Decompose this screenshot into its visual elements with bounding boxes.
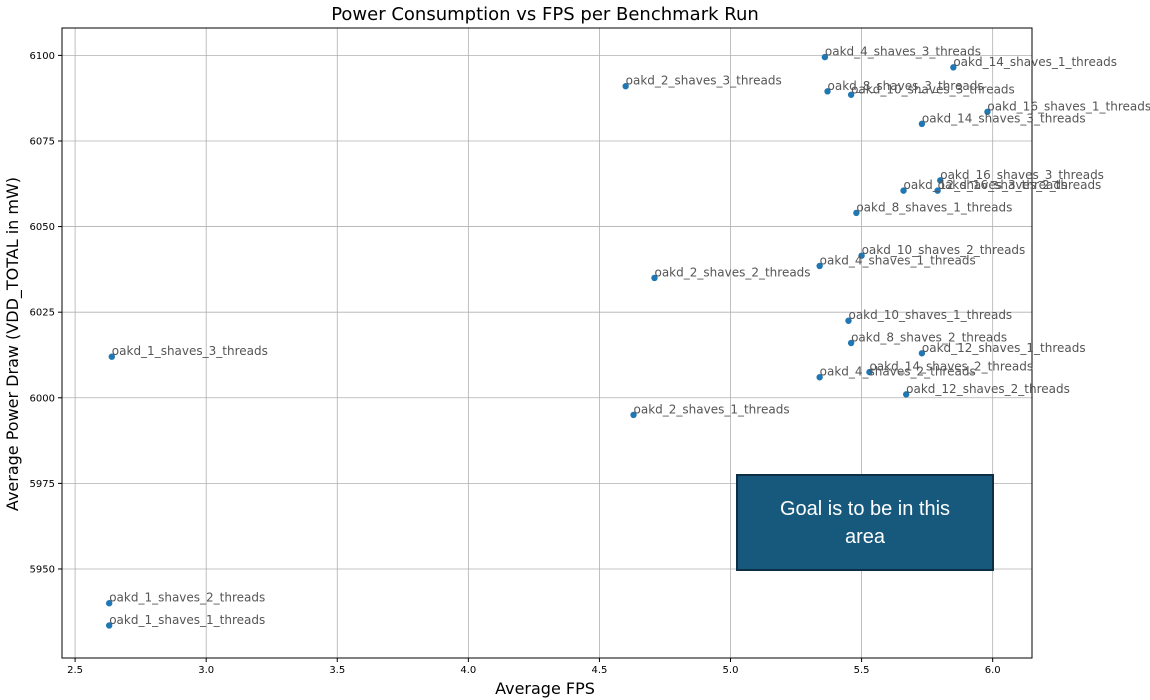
x-tick-label: 2.5	[67, 665, 83, 676]
x-tick-label: 4.5	[591, 665, 607, 676]
x-tick-label: 3.0	[198, 665, 214, 676]
data-point	[847, 91, 855, 98]
data-point	[821, 53, 829, 61]
goal-area-text: Goal is to be in this area	[779, 497, 951, 548]
y-tick-label: 5975	[30, 479, 55, 490]
grid-lines	[62, 28, 1032, 658]
data-point	[816, 374, 823, 381]
point-label: oakd_14_shaves_1_threads	[953, 55, 1117, 69]
x-tick-label: 4.0	[460, 665, 476, 676]
data-point	[902, 391, 910, 398]
point-label: oakd_12_shaves_3_threads	[904, 178, 1068, 192]
data-point	[853, 209, 860, 217]
point-label: oakd_2_shaves_3_threads	[626, 74, 782, 88]
y-tick-label: 6025	[30, 308, 55, 319]
point-label: oakd_8_shaves_3_threads	[828, 79, 984, 93]
point-label: oakd_10_shaves_3_threads	[851, 82, 1015, 96]
data-point	[918, 120, 926, 128]
point-label: oakd_16_shaves_3_threads	[940, 168, 1104, 182]
data-point	[630, 411, 637, 419]
x-axis-label: Average FPS	[495, 679, 595, 698]
x-tick-label: 5.5	[854, 665, 870, 676]
point-label: oakd_14_shaves_2_threads	[869, 360, 1033, 374]
data-point	[900, 187, 907, 194]
goal-area-callout: Goal is to be in this area	[736, 474, 994, 571]
point-label: oakd_4_shaves_2_threads	[820, 365, 976, 379]
point-label: oakd_4_shaves_1_threads	[820, 253, 976, 267]
point-label: oakd_1_shaves_3_threads	[112, 344, 268, 358]
y-tick-label: 6100	[30, 51, 55, 62]
y-tick-label: 6075	[30, 136, 55, 147]
data-point	[950, 64, 957, 71]
point-label: oakd_1_shaves_1_threads	[109, 613, 265, 627]
point-label: oakd_10_shaves_2_threads	[862, 243, 1026, 257]
x-tick-label: 5.0	[723, 665, 739, 676]
point-label: oakd_8_shaves_2_threads	[851, 331, 1007, 345]
data-point	[866, 368, 873, 376]
data-point	[622, 83, 629, 90]
point-label: oakd_12_shaves_2_threads	[906, 382, 1070, 396]
point-label: oakd_2_shaves_1_threads	[634, 402, 790, 416]
data-point	[105, 622, 113, 629]
point-label: oakd_8_shaves_1_threads	[856, 200, 1012, 214]
y-tick-label: 6000	[30, 393, 55, 404]
point-labels: oakd_4_shaves_3_threadsoakd_14_shaves_1_…	[109, 45, 1150, 627]
point-label: oakd_10_shaves_1_threads	[848, 308, 1012, 322]
x-tick-label: 3.5	[329, 665, 345, 676]
x-tick-label: 6.0	[985, 665, 1001, 676]
point-label: oakd_12_shaves_1_threads	[922, 341, 1086, 355]
data-point	[824, 88, 831, 95]
point-label: oakd_1_shaves_2_threads	[109, 591, 265, 605]
point-label: oakd_16_shaves_2_threads	[938, 178, 1102, 192]
data-point	[845, 317, 852, 324]
data-point	[918, 350, 926, 357]
data-point	[858, 252, 865, 259]
chart-title: Power Consumption vs FPS per Benchmark R…	[331, 4, 759, 25]
y-axis-label: Average Power Draw (VDD_TOTAL in mW)	[3, 177, 23, 511]
y-tick-label: 6050	[30, 222, 55, 233]
point-label: oakd_16_shaves_1_threads	[987, 99, 1150, 113]
plot-frame	[61, 27, 1033, 659]
data-points	[105, 53, 991, 629]
point-label: oakd_4_shaves_3_threads	[825, 45, 981, 59]
data-point	[105, 600, 113, 607]
y-tick-label: 5950	[30, 564, 55, 575]
data-point	[651, 274, 658, 282]
data-point	[934, 187, 941, 194]
data-point	[816, 262, 823, 270]
point-label: oakd_14_shaves_3_threads	[922, 111, 1086, 125]
data-point	[937, 177, 944, 184]
data-point	[847, 339, 855, 347]
axis-ticks: 2.5 3.0 3.5 4.0 4.5 5.0 5.5 6.0 5950 5975 6000 6025…	[30, 51, 1001, 676]
data-point	[984, 108, 991, 116]
data-point	[108, 353, 116, 360]
point-label: oakd_2_shaves_2_threads	[654, 265, 810, 279]
